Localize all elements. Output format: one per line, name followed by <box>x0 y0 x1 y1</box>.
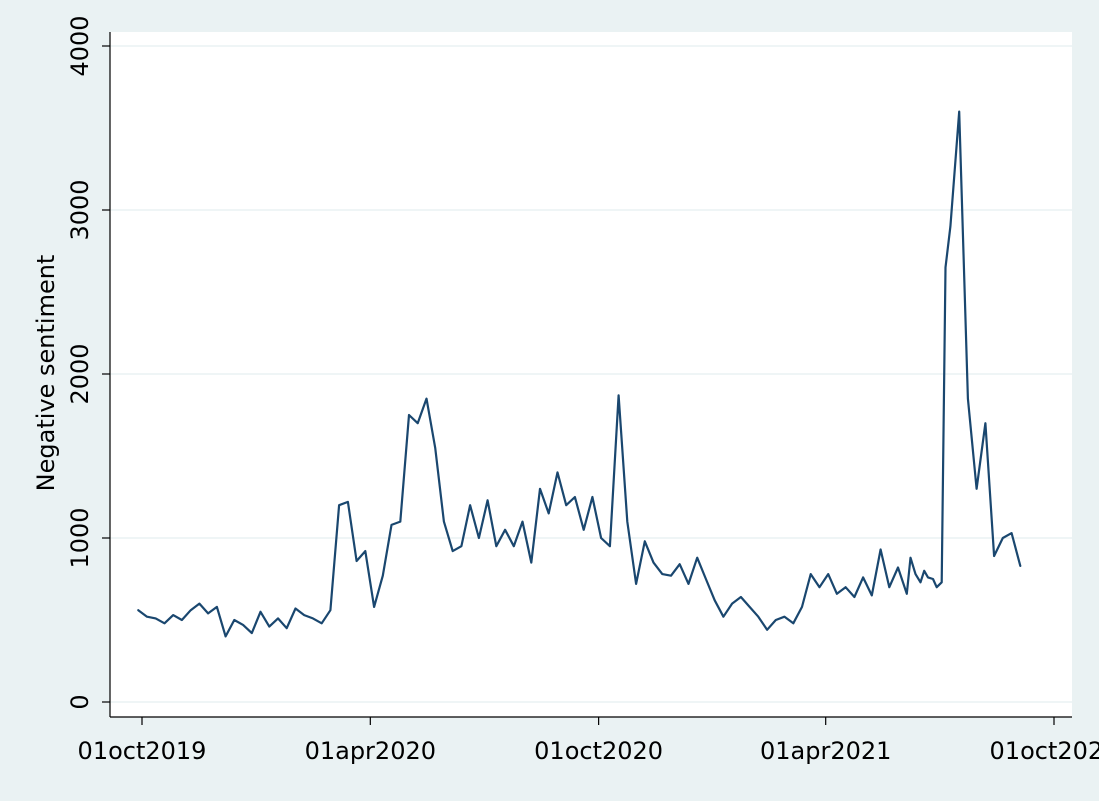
y-tick-label: 0 <box>66 694 94 709</box>
series-layer <box>137 110 1022 638</box>
ticks: 0 1000 2000 3000 4000 01oct2019 01apr2020 01oct… <box>66 15 1099 765</box>
x-tick-label: 01apr2020 <box>305 737 436 765</box>
y-tick-label: 4000 <box>66 15 94 76</box>
y-axis-title: Negative sentiment <box>32 255 60 492</box>
x-tick-label: 01apr2021 <box>760 737 891 765</box>
y-tick-label: 2000 <box>66 343 94 404</box>
y-tick-label: 3000 <box>66 179 94 240</box>
x-tick-label: 01oct2019 <box>78 737 207 765</box>
x-tick-label: 01oct2020 <box>534 737 663 765</box>
y-tick-label: 1000 <box>66 507 94 568</box>
x-tick-label: 01oct2021 <box>990 737 1099 765</box>
gridlines <box>110 45 1072 703</box>
series-line <box>137 110 1022 638</box>
